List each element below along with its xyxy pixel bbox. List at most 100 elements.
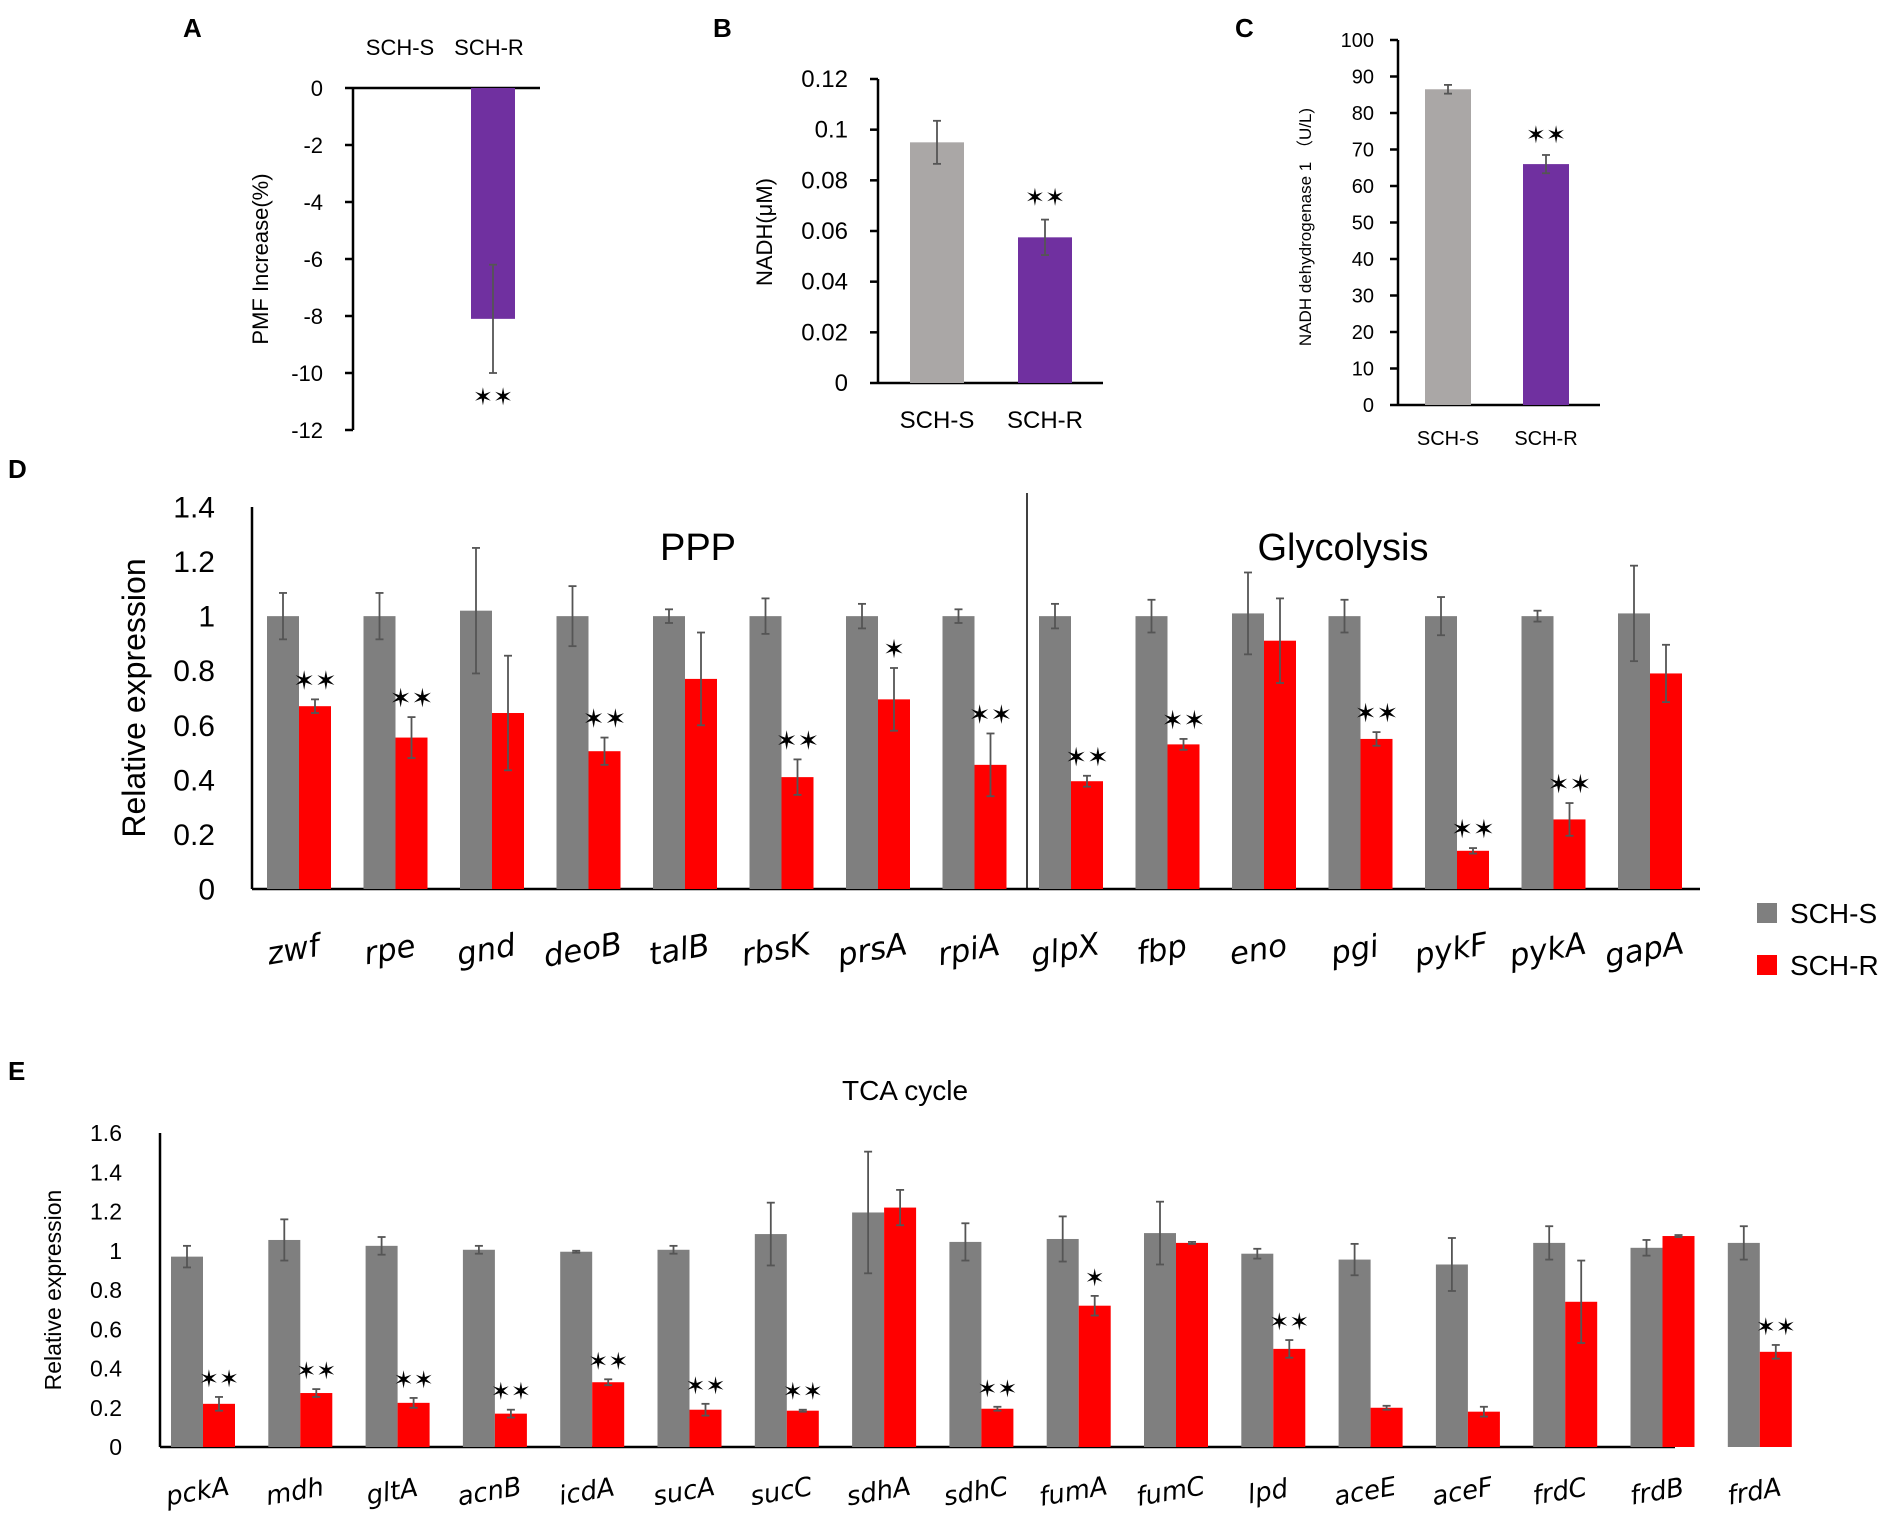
bar-sch-s-fumA <box>1046 1238 1079 1447</box>
significance-marker: ✶✶ <box>1548 769 1592 799</box>
significance-marker: ✶✶ <box>776 725 820 755</box>
bar-sch-s-talB <box>653 616 685 889</box>
gene-label-acnB: acnB <box>455 1472 524 1513</box>
bar-sch-s-lpd <box>1241 1253 1274 1447</box>
y-axis-label: PMF Increase(%) <box>248 173 273 344</box>
gene-label-fbp: fbp <box>1134 928 1190 972</box>
y-axis-label: Relative expression <box>40 1190 66 1391</box>
gene-label-sdhC: sdhC <box>942 1472 1012 1513</box>
gene-label-rpiA: rpiA <box>935 927 1003 973</box>
y-tick-label: 0.06 <box>801 218 848 245</box>
y-tick-label: 0.2 <box>90 1395 122 1421</box>
y-tick-label: 0.6 <box>173 710 215 743</box>
bar-sch-r-icdA <box>592 1382 625 1447</box>
significance-marker: ✶✶ <box>588 1348 628 1375</box>
gene-label-sucC: sucC <box>748 1472 816 1513</box>
bar-sch-r-deoB <box>588 751 621 889</box>
chart-d-ppp-glycolysis: 1.4 1.2 1 0.8 0.6 0.4 0.2 0 ✶✶ zwf ✶✶ rpe gnd ✶✶ deoB t… <box>116 492 1700 975</box>
y-axis-label: Relative expression <box>116 558 152 837</box>
gene-label-rbsK: rbsK <box>739 926 816 974</box>
gene-label-gapA: gapA <box>1602 926 1687 975</box>
bar-sch-s <box>1425 89 1471 406</box>
panel-label-a: A <box>183 13 202 43</box>
bar-sch-s-rbsK <box>749 616 782 889</box>
bar-sch-r-fbp <box>1167 744 1200 889</box>
bar-sch-s-sdhC <box>949 1241 982 1447</box>
bar-sch-r-aceF <box>1467 1411 1500 1447</box>
gene-label-sdhA: sdhA <box>844 1472 913 1513</box>
y-tick-label: 60 <box>1352 176 1374 198</box>
significance-marker: ✶✶ <box>1756 1314 1796 1341</box>
y-tick-label: 1.4 <box>90 1159 122 1185</box>
significance-marker: ✶✶ <box>390 683 434 713</box>
y-tick-label: 0.4 <box>173 764 215 797</box>
bar-sch-s-frdA <box>1727 1242 1760 1447</box>
chart-title: TCA cycle <box>842 1075 968 1106</box>
y-tick-label: 1.2 <box>173 546 215 579</box>
significance-marker: ✶ <box>1085 1265 1105 1292</box>
significance-marker: ✶ <box>883 634 905 664</box>
bar-sch-r-sucC <box>786 1410 819 1447</box>
y-tick-label: 0.2 <box>173 819 215 852</box>
y-tick-label: -2 <box>303 133 323 158</box>
gene-label-pckA: pckA <box>163 1472 232 1513</box>
gene-label-aceF: aceF <box>1430 1472 1496 1512</box>
gene-label-prsA: prsA <box>834 926 910 974</box>
significance-marker: ✶✶ <box>293 665 337 695</box>
bar-sch-r-rpe <box>395 737 428 889</box>
bar-sch-r-lpd <box>1273 1348 1306 1447</box>
y-tick-label: 30 <box>1352 286 1374 308</box>
y-tick-label: -8 <box>303 304 323 329</box>
y-tick-label: 1.6 <box>90 1120 122 1146</box>
bar-sch-r-glpX <box>1071 781 1103 889</box>
gene-label-fumC: fumC <box>1134 1471 1208 1513</box>
gene-label-rpe: rpe <box>361 928 418 972</box>
bar-sch-s-icdA <box>560 1251 593 1447</box>
y-tick-label: 40 <box>1352 249 1374 271</box>
gene-label-gltA: gltA <box>364 1473 420 1512</box>
y-tick-label: -10 <box>291 361 323 386</box>
y-tick-label: -6 <box>303 247 323 272</box>
legend-swatch-sch-r <box>1757 955 1777 975</box>
significance-marker: ✶✶ <box>1269 1309 1309 1336</box>
bar-sch-s-aceF <box>1435 1264 1468 1447</box>
bar-sch-s-prsA <box>846 616 878 889</box>
bar-sch-r-frdA <box>1759 1351 1792 1447</box>
y-tick-label: 0.08 <box>801 167 848 194</box>
bar-sch-r-zwf <box>299 706 331 889</box>
significance-marker: ✶✶ <box>199 1366 239 1393</box>
panel-label-d: D <box>8 454 27 484</box>
panel-label-b: B <box>713 13 732 43</box>
significance-marker: ✶✶ <box>296 1358 336 1385</box>
bar-sch-s-acnB <box>462 1249 495 1447</box>
y-tick-label: 1 <box>109 1238 122 1264</box>
y-tick-label: 0 <box>835 370 848 397</box>
category-label: SCH-R <box>1514 428 1577 450</box>
gene-label-glpX: glpX <box>1028 926 1103 974</box>
bar-sch-s-pykF <box>1425 616 1457 889</box>
category-label: SCH-R <box>1007 407 1083 434</box>
y-tick-label: 20 <box>1352 322 1374 344</box>
significance-marker: ✶✶ <box>1162 705 1206 735</box>
bar-sch-s-zwf <box>267 616 299 889</box>
bar-sch-s-sucC <box>754 1234 787 1447</box>
y-tick-label: 50 <box>1352 213 1374 235</box>
y-tick-label: 0 <box>109 1434 122 1460</box>
significance-marker: ✶✶ <box>473 384 513 411</box>
category-label: SCH-S <box>900 407 975 434</box>
bar-sch-r-pgi <box>1360 738 1393 889</box>
gene-label-pykF: pykF <box>1411 926 1492 975</box>
gene-label-gnd: gnd <box>454 927 519 973</box>
y-tick-label: 0.04 <box>801 269 848 296</box>
bar-sch-r <box>1018 237 1072 383</box>
bar-sch-s-fbp <box>1135 616 1168 889</box>
legend-label-sch-r: SCH-R <box>1790 950 1879 981</box>
y-tick-label: 1.4 <box>173 492 215 525</box>
bar-sch-s-rpiA <box>942 616 975 889</box>
significance-marker: ✶✶ <box>685 1373 725 1400</box>
gene-label-aceE: aceE <box>1332 1472 1399 1513</box>
gene-label-frdA: frdA <box>1725 1473 1784 1512</box>
chart-b-nadh: 0.12 0.1 0.08 0.06 0.04 0.02 0 NADH(μM) SCH-S SCH… <box>752 66 1103 434</box>
bar-sch-r-mdh <box>300 1393 333 1447</box>
